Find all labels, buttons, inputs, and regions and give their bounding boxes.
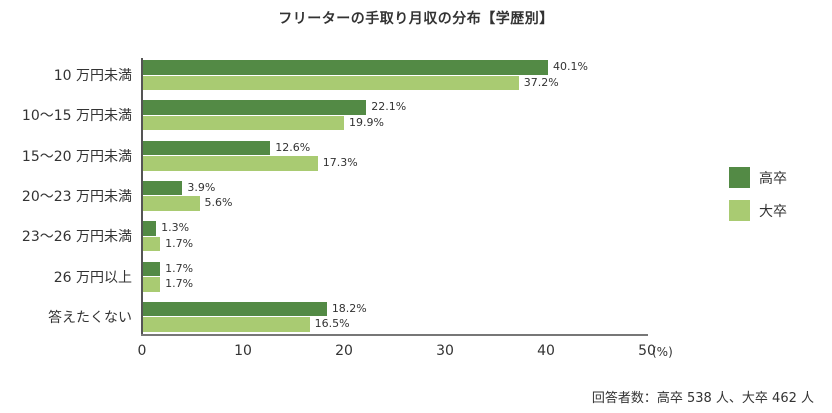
value-label: 16.5% [314,317,350,331]
bar-high-school [143,140,271,156]
category-label: 10〜15 万円未満 [21,108,132,125]
respondent-count-note: 回答者数：高卒 538 人、大卒 462 人 [591,391,814,406]
x-tick-label: 20 [335,343,353,359]
category-label: 23〜26 万円未満 [21,229,132,246]
value-label: 1.7% [165,261,194,275]
value-label: 22.1% [371,100,407,114]
bar-high-school [143,100,367,115]
x-tick-label: 50 [638,343,656,359]
value-label: 1.7% [165,277,194,290]
value-label: 12.6% [275,140,311,154]
bar-university [143,75,519,90]
legend-label: 高卒 [759,170,787,187]
value-label: 17.3% [322,156,358,170]
legend-swatch-high-school [729,167,750,188]
value-label: 19.9% [348,115,384,129]
legend-item-university: 大卒 [729,200,787,221]
category-label: 26 万円以上 [53,269,132,286]
x-tick-label: 40 [537,343,555,359]
legend-swatch-university [729,200,750,221]
chart-title: フリーターの手取り月収の分布【学歴別】 [278,11,554,27]
bar-university [143,196,200,211]
bar-high-school [143,60,548,75]
bar-university [143,156,318,171]
x-tick-label: 30 [436,343,454,359]
bar-high-school [143,261,161,276]
legend-item-high-school: 高卒 [729,167,787,188]
value-label: 1.3% [161,221,190,235]
category-label: 20〜23 万円未満 [21,188,132,205]
value-label: 3.9% [187,180,216,194]
x-tick-label: 10 [234,343,252,359]
x-axis-line [141,334,648,336]
x-axis-unit: (%) [652,345,673,359]
bar-university [143,317,310,332]
value-label: 1.7% [165,236,194,250]
bar-high-school [143,221,157,236]
value-label: 40.1% [553,60,588,73]
category-label: 10 万円未満 [53,68,132,84]
bar-university [143,115,344,131]
x-tick-label: 0 [137,343,147,359]
legend-label: 大卒 [759,203,787,220]
value-label: 18.2% [331,301,367,315]
category-label: 15〜20 万円未満 [21,148,132,165]
bar-high-school [143,180,183,196]
bar-university [143,236,161,252]
bar-high-school [143,301,327,317]
y-axis-line [141,58,143,335]
bar-university [143,277,161,292]
category-label: 答えたくない [48,309,132,326]
value-label: 5.6% [204,196,233,210]
value-label: 37.2% [523,75,559,89]
